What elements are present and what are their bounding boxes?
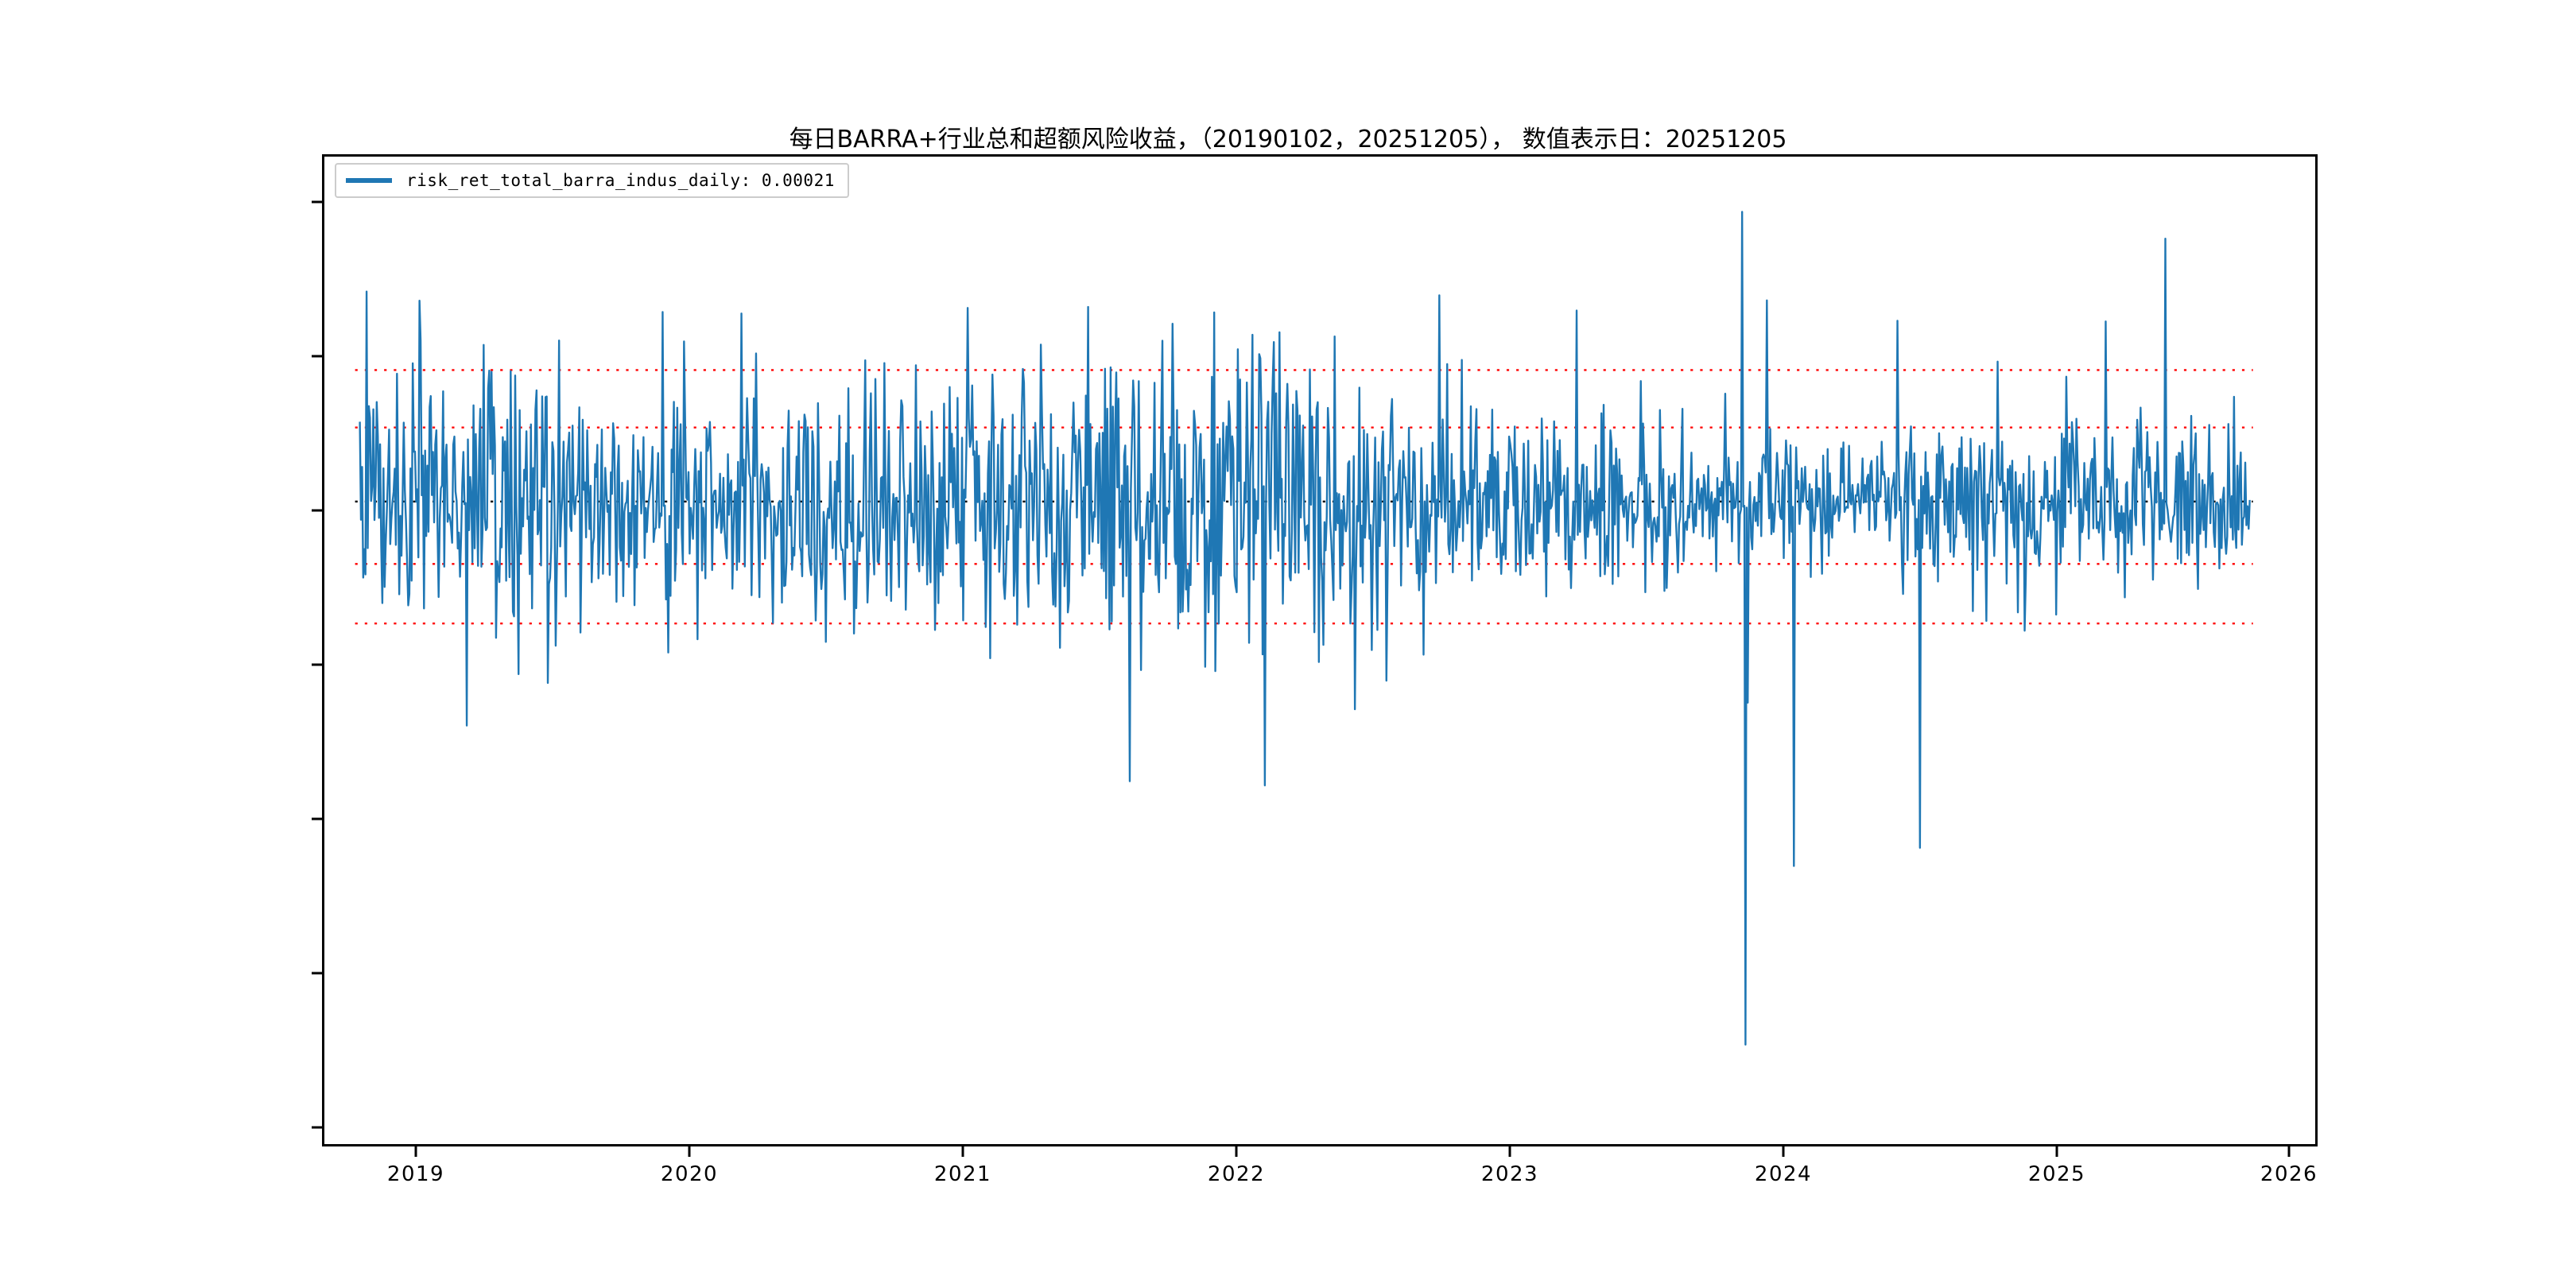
series-canvas: [355, 211, 2253, 1046]
xtick-label-7: 2026: [2260, 1162, 2318, 1186]
legend[interactable]: risk_ret_total_barra_indus_daily: 0.0002…: [335, 163, 849, 198]
xtick-label-1: 2020: [660, 1162, 719, 1186]
ytick-mark-4: [312, 817, 322, 821]
xtick-label-6: 2025: [2027, 1162, 2086, 1186]
ytick-mark-1: [312, 355, 322, 358]
xtick-mark-6: [2055, 1146, 2058, 1157]
xtick-label-4: 2023: [1480, 1162, 1539, 1186]
xtick-label-0: 2019: [386, 1162, 445, 1186]
legend-color-swatch: [346, 178, 392, 183]
xtick-mark-1: [688, 1146, 691, 1157]
chart-title: 每日BARRA+行业总和超额风险收益，（20190102，20251205）， …: [789, 126, 1787, 153]
ytick-mark-3: [312, 663, 322, 666]
ytick-mark-2: [312, 509, 322, 512]
xtick-mark-4: [1508, 1146, 1511, 1157]
xtick-mark-5: [1782, 1146, 1785, 1157]
xtick-mark-7: [2287, 1146, 2291, 1157]
ytick-mark-0: [312, 200, 322, 204]
xtick-mark-3: [1235, 1146, 1238, 1157]
ytick-mark-6: [312, 1126, 322, 1129]
legend-label: risk_ret_total_barra_indus_daily: 0.0002…: [406, 171, 835, 190]
plot-area: [322, 154, 2318, 1146]
xtick-label-5: 2024: [1754, 1162, 1813, 1186]
xtick-mark-0: [414, 1146, 417, 1157]
xtick-label-2: 2021: [933, 1162, 992, 1186]
xtick-label-3: 2022: [1207, 1162, 1266, 1186]
xtick-mark-2: [961, 1146, 964, 1157]
ytick-mark-5: [312, 972, 322, 975]
series-line-risk-ret-total-barra-indus-daily: [359, 211, 2251, 1046]
